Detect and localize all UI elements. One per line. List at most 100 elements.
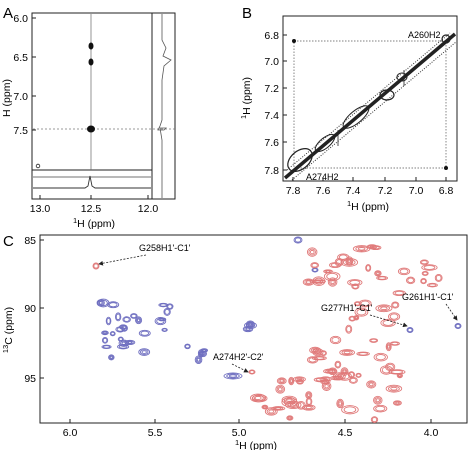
contour-peak bbox=[366, 380, 377, 389]
panel-b-xlabel-text: H (ppm) bbox=[351, 201, 389, 213]
contour-peak bbox=[350, 377, 357, 383]
contour-peak bbox=[287, 401, 300, 408]
panel-b-crosspeak bbox=[444, 166, 448, 170]
contour-peak bbox=[253, 395, 266, 402]
panel-b-xtick: 6.8 bbox=[439, 185, 454, 197]
contour-peak bbox=[388, 369, 406, 375]
contour-peak bbox=[345, 324, 353, 334]
contour-peak bbox=[375, 398, 380, 403]
contour-peak bbox=[407, 277, 414, 284]
panel-b-ylabel-text: H (ppm) bbox=[241, 77, 253, 115]
contour-peak bbox=[326, 272, 339, 280]
contour-peak bbox=[120, 340, 128, 346]
contour-peak bbox=[223, 372, 243, 380]
contour-peak bbox=[325, 369, 336, 374]
contour-peak bbox=[312, 276, 326, 287]
contour-peak bbox=[357, 247, 366, 251]
contour-peak bbox=[352, 284, 359, 289]
contour-peak bbox=[185, 344, 190, 349]
contour-peak bbox=[422, 271, 428, 276]
contour-peak bbox=[421, 278, 426, 284]
contour-peak bbox=[281, 395, 297, 404]
contour-peak bbox=[347, 279, 363, 286]
contour-peak bbox=[319, 350, 327, 357]
contour-peak bbox=[293, 236, 303, 244]
contour-peak bbox=[354, 307, 369, 317]
contour-peak bbox=[340, 257, 359, 267]
contour-peak bbox=[264, 407, 278, 416]
contour-peak bbox=[327, 369, 334, 373]
contour-peak bbox=[115, 312, 122, 322]
contour-peak bbox=[278, 378, 286, 384]
contour-peak bbox=[339, 349, 355, 356]
contour-peak bbox=[262, 405, 268, 409]
contour-peak bbox=[131, 313, 137, 319]
panel-c-xtick: 5.5 bbox=[148, 427, 163, 439]
contour-peak bbox=[387, 344, 391, 349]
contour-peak bbox=[370, 416, 379, 423]
contour-peak bbox=[368, 382, 374, 387]
contour-peak bbox=[108, 302, 118, 308]
panel-b-ytick: 7.4 bbox=[264, 110, 279, 122]
contour-peak bbox=[354, 316, 358, 320]
panel-c-ylabel-sup: 13 bbox=[1, 345, 10, 353]
contour-peak bbox=[109, 355, 113, 359]
panel-a-ylabel: H (ppm) bbox=[1, 79, 13, 117]
contour-peak bbox=[275, 407, 282, 410]
contour-peak bbox=[196, 357, 201, 362]
contour-peak bbox=[101, 336, 109, 344]
contour-peak bbox=[353, 315, 360, 321]
panel-c-x-axis: 6.0 5.5 5.0 4.5 4.0 1H (ppm) bbox=[63, 419, 438, 450]
contour-peak bbox=[307, 393, 311, 397]
contour-peak bbox=[342, 259, 356, 266]
panel-a-ytick: 6.5 bbox=[13, 52, 28, 64]
contour-peak bbox=[435, 275, 442, 281]
contour-peak bbox=[337, 400, 343, 407]
contour-peak bbox=[184, 343, 191, 350]
panel-c-ylabel-text: C (ppm) bbox=[3, 307, 15, 345]
contour-peak bbox=[394, 290, 405, 296]
contour-peak bbox=[434, 273, 443, 282]
panel-a-side-trace bbox=[157, 14, 172, 198]
contour-peak bbox=[294, 237, 302, 243]
contour-peak bbox=[275, 384, 286, 394]
contour-peak bbox=[406, 327, 414, 333]
contour-peak bbox=[102, 337, 108, 343]
contour-peak bbox=[92, 262, 100, 270]
contour-peak bbox=[365, 265, 371, 271]
contour-peak bbox=[247, 323, 254, 328]
contour-peak bbox=[140, 330, 150, 336]
contour-peak bbox=[125, 340, 134, 345]
contour-peak bbox=[289, 379, 293, 383]
contour-peak bbox=[454, 323, 462, 329]
panel-a-x-axis: 13.0 12.5 12.0 1H (ppm) bbox=[30, 195, 158, 230]
contour-peak bbox=[311, 262, 318, 268]
panel-c-ytick: 95 bbox=[24, 373, 36, 385]
contour-peak bbox=[123, 317, 130, 322]
panel-c-annotation-g277: G277H1'-C1' bbox=[321, 303, 373, 313]
contour-peak bbox=[306, 356, 319, 364]
panel-b-xlabel: 1H (ppm) bbox=[347, 199, 389, 213]
panel-a-peak bbox=[88, 42, 94, 50]
contour-peak bbox=[278, 387, 283, 392]
contour-peak bbox=[158, 317, 167, 322]
contour-peak bbox=[419, 259, 429, 265]
contour-peak bbox=[105, 316, 112, 326]
panel-b-xtick: 7.4 bbox=[346, 185, 361, 197]
contour-peak bbox=[329, 335, 342, 345]
contour-peak bbox=[309, 249, 315, 255]
contour-peak bbox=[320, 350, 326, 356]
panel-c-y-axis: 85 90 95 13C (ppm) bbox=[1, 235, 44, 385]
contour-peak bbox=[376, 275, 388, 281]
contour-peak bbox=[391, 341, 399, 346]
panel-c-annotation-g261: G261H1'-C1' bbox=[402, 292, 454, 302]
contour-peak bbox=[348, 376, 358, 384]
contour-peak bbox=[374, 270, 382, 277]
panel-c-annotation-g258: G258H1'-C1' bbox=[139, 243, 191, 253]
panel-b-x-axis: 7.8 7.6 7.4 7.2 7.0 6.8 1H (ppm) bbox=[286, 177, 454, 213]
contour-peak bbox=[164, 309, 170, 315]
contour-peak bbox=[122, 316, 131, 323]
panel-b-ylabel-sup: 1 bbox=[239, 115, 248, 119]
panel-a-peaks bbox=[35, 42, 95, 169]
